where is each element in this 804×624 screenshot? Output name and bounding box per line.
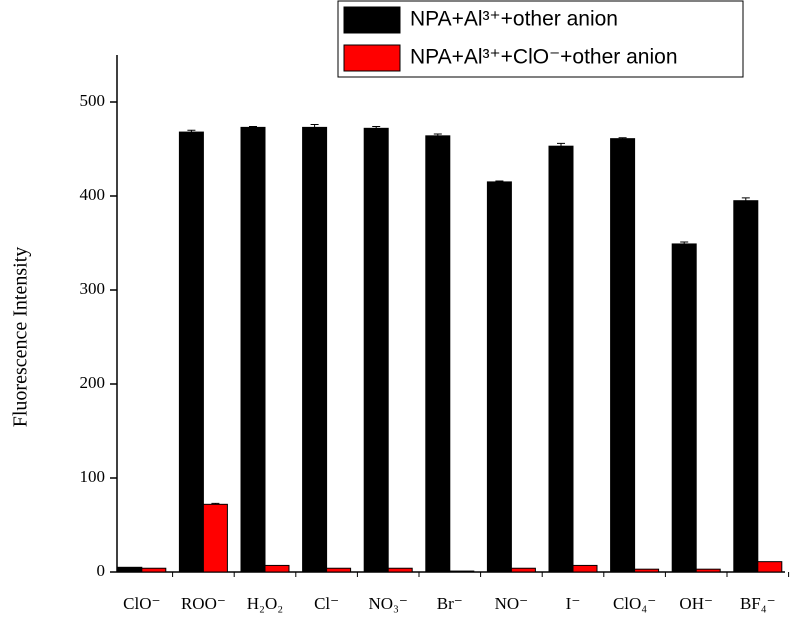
error-bar — [372, 125, 381, 129]
error-bar — [211, 502, 220, 505]
error-bar — [557, 142, 565, 147]
bar — [302, 126, 328, 573]
x-tick-label: OH⁻ — [679, 594, 713, 613]
bar — [510, 567, 536, 573]
x-tick-label: ClO₄⁻ — [613, 594, 656, 613]
x-tick-label: NO⁻ — [495, 594, 529, 613]
x-tick-label: NO₃⁻ — [368, 594, 407, 613]
y-axis-label: Fluorescence Intensity — [10, 247, 32, 428]
bar — [117, 566, 143, 573]
bar — [363, 127, 389, 573]
legend-swatch — [343, 44, 401, 72]
bar — [733, 200, 759, 573]
legend-swatch — [343, 6, 401, 34]
bar — [449, 570, 475, 573]
bar — [572, 564, 598, 573]
y-tick-label: 0 — [97, 561, 106, 580]
y-tick-label: 300 — [80, 279, 106, 298]
error-bar — [433, 133, 442, 136]
bar — [141, 567, 167, 573]
x-tick-label: I⁻ — [566, 594, 581, 613]
bar — [671, 243, 697, 573]
legend-label: NPA+Al³⁺+ClO⁻+other anion — [410, 46, 678, 69]
bar — [202, 503, 228, 573]
y-tick-label: 500 — [80, 91, 106, 110]
bar — [695, 568, 721, 573]
error-bar — [310, 124, 319, 128]
bar — [610, 138, 636, 573]
bar — [486, 181, 512, 573]
bar — [178, 131, 204, 573]
y-tick-label: 200 — [80, 373, 106, 392]
legend-label: NPA+Al³⁺+other anion — [410, 8, 618, 31]
x-tick-label: ROO⁻ — [181, 594, 226, 613]
bar — [634, 568, 660, 573]
x-tick-label: BF₄⁻ — [740, 594, 776, 613]
x-tick-label: Br⁻ — [437, 594, 463, 613]
bar — [387, 567, 413, 573]
bar — [264, 564, 290, 573]
error-bar — [495, 180, 504, 182]
bar — [425, 135, 451, 573]
error-bar — [741, 197, 750, 201]
bar — [326, 567, 352, 573]
bar — [757, 561, 783, 573]
y-tick-label: 400 — [80, 185, 106, 204]
x-tick-label: Cl⁻ — [314, 594, 339, 613]
error-bar — [187, 129, 196, 133]
legend-box — [337, 0, 744, 78]
y-tick-label: 100 — [80, 467, 106, 486]
error-bar — [249, 125, 257, 128]
bar — [548, 145, 574, 573]
x-tick-label: ClO⁻ — [123, 594, 160, 613]
error-bar — [680, 241, 689, 244]
error-bar — [618, 137, 627, 139]
bar — [240, 126, 266, 573]
x-tick-label: H₂O₂ — [247, 594, 283, 613]
